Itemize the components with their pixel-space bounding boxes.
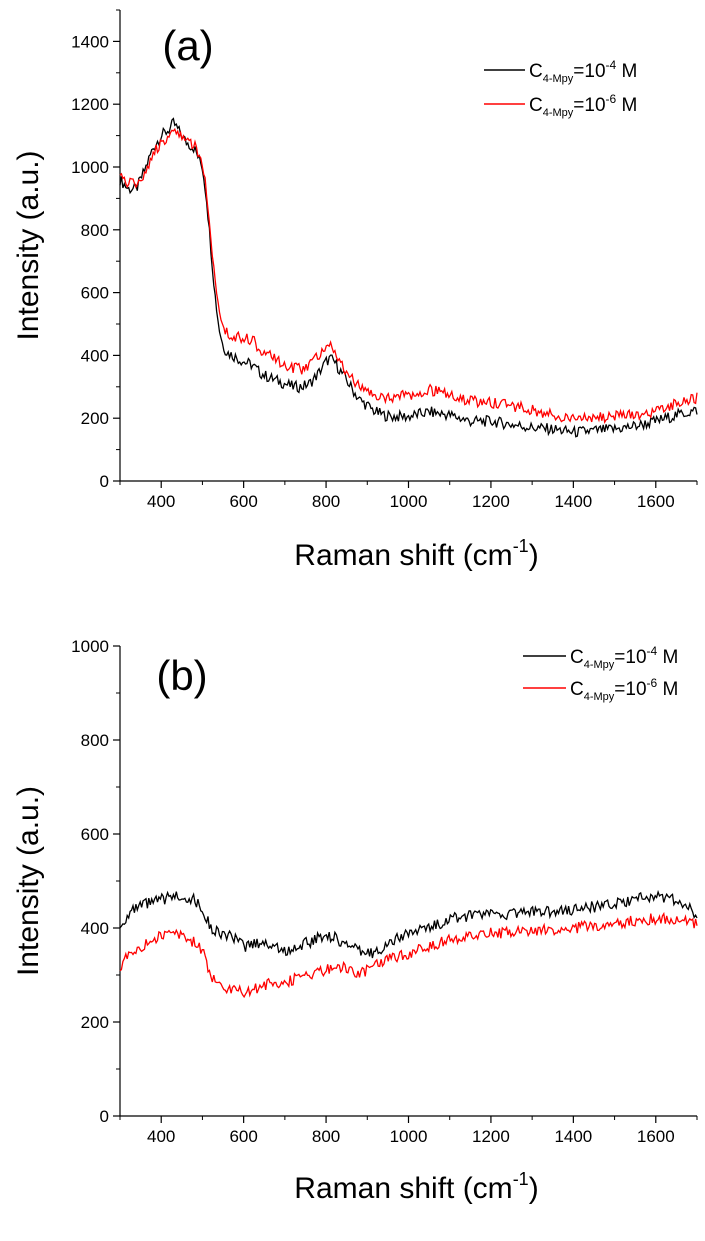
y-tick-label: 400 [81,346,109,365]
series-line-10-4 [119,889,698,959]
legend-label: C4-Mpy=10-6 M [529,92,637,119]
series-line-10-4 [119,117,698,438]
y-tick-label: 0 [100,472,109,491]
legend-label: C4-Mpy=10-4 M [529,58,637,85]
y-tick-label: 600 [81,825,109,844]
x-tick-label: 1000 [390,492,428,511]
x-tick-label: 800 [312,1127,340,1146]
series-line-10-6 [119,127,698,425]
x-tick-label: 1200 [472,1127,510,1146]
y-axis-label: Intensity (a.u.) [12,150,45,340]
x-tick-label: 1400 [554,492,592,511]
y-tick-label: 600 [81,284,109,303]
x-axis-label: Raman shift (cm-1) [294,536,538,572]
y-tick-label: 400 [81,919,109,938]
x-axis-label: Raman shift (cm-1) [294,1169,538,1205]
y-tick-label: 200 [81,409,109,428]
y-tick-label: 1000 [71,637,109,656]
chart-panel-a: 0 200 400 600 800 1000 1200 1400 400 600 800 1000 12… [12,9,698,572]
y-tick-label: 1000 [71,158,109,177]
chart-panel-b: 0 200 400 600 800 1000 400 600 800 1000 1200 1400 16… [12,637,698,1205]
x-tick-label: 400 [147,1127,175,1146]
y-tick-label: 1400 [71,32,109,51]
y-tick-label: 1200 [71,95,109,114]
x-tick-label: 800 [312,492,340,511]
x-tick-label: 600 [229,492,257,511]
y-tick-label: 200 [81,1013,109,1032]
y-tick-label: 800 [81,731,109,750]
x-tick-label: 1400 [554,1127,592,1146]
y-tick-label: 800 [81,221,109,240]
x-tick-label: 600 [229,1127,257,1146]
x-tick-label: 1200 [472,492,510,511]
panel-label: (a) [162,22,213,69]
series-line-10-6 [119,911,698,999]
x-tick-label: 1600 [637,1127,675,1146]
x-tick-label: 1600 [637,492,675,511]
x-tick-label: 1000 [390,1127,428,1146]
y-axis-label: Intensity (a.u.) [12,786,45,976]
panel-label: (b) [156,652,207,699]
legend-label: C4-Mpy=10-4 M [570,644,678,671]
y-tick-label: 0 [100,1107,109,1126]
legend-label: C4-Mpy=10-6 M [570,676,678,703]
x-tick-label: 400 [147,492,175,511]
